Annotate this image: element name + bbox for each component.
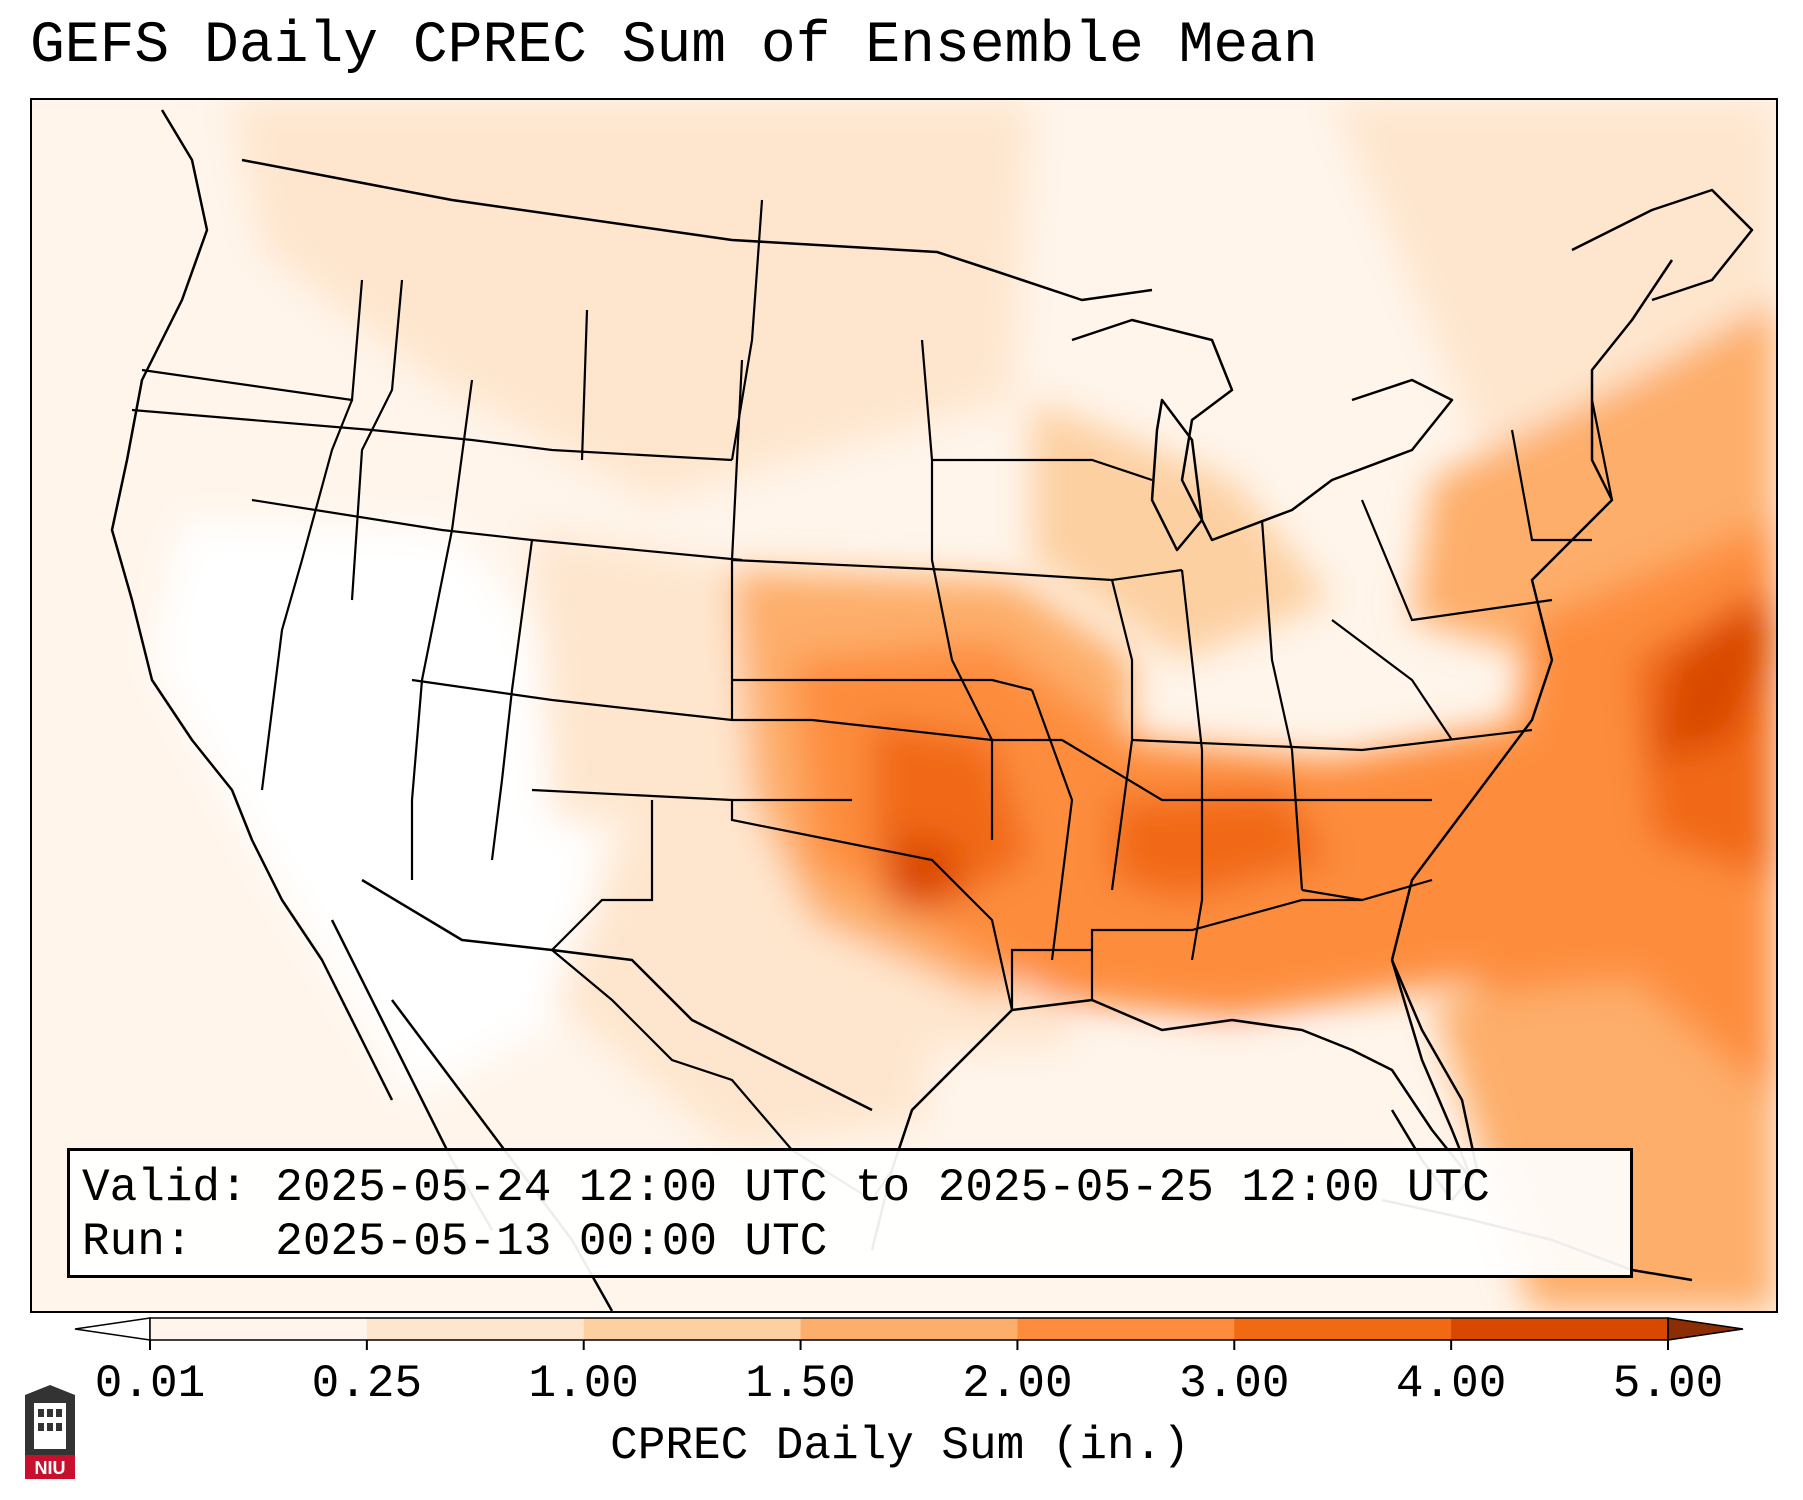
colorbar-tick-label: 3.00 — [1179, 1358, 1290, 1410]
run-value: 2025-05-13 00:00 UTC — [275, 1216, 828, 1268]
colorbar-extend-over — [1667, 1317, 1744, 1341]
map-title: GEFS Daily CPREC Sum of Ensemble Mean — [30, 14, 1318, 79]
valid-value: 2025-05-24 12:00 UTC to 2025-05-25 12:00… — [275, 1162, 1490, 1214]
colorbar-tick-label: 4.00 — [1395, 1358, 1507, 1410]
colorbar-segment — [1451, 1318, 1669, 1340]
colorbar-outline — [149, 1317, 1669, 1341]
logo-bar — [25, 1455, 75, 1479]
colorbar-segment — [366, 1318, 585, 1340]
precipitation-map[interactable] — [30, 98, 1778, 1313]
colorbar-tick-label: 1.50 — [745, 1358, 856, 1410]
colorbar-tick-label: 1.00 — [528, 1358, 639, 1410]
map-canvas — [32, 100, 1776, 1311]
state-lines — [131, 199, 1614, 1010]
colorbar-label: CPREC Daily Sum (in.) — [610, 1420, 1190, 1472]
colorbar-segment — [150, 1318, 368, 1340]
colorbar-tick-label: 0.01 — [94, 1358, 206, 1410]
west-coast — [110, 109, 394, 1101]
labrador — [1571, 188, 1754, 302]
colorbar-segment — [1017, 1318, 1235, 1340]
great-lakes — [1071, 318, 1454, 542]
colorbar-tick-label: 5.00 — [1612, 1358, 1724, 1410]
colorbar — [74, 1317, 1744, 1350]
logo-text: NIU — [35, 1458, 66, 1478]
run-label: Run: — [82, 1216, 193, 1268]
valid-label: Valid: — [82, 1162, 248, 1214]
colorbar-segment — [800, 1318, 1018, 1340]
colorbar-segment — [1234, 1318, 1452, 1340]
colorbar-extend-under — [74, 1317, 151, 1341]
colorbar-tick-label: 0.25 — [311, 1358, 423, 1410]
niu-logo: NIU — [25, 1385, 75, 1479]
colorbar-segment — [583, 1318, 802, 1340]
valid-run-info-box: Valid: 2025-05-24 12:00 UTC to 2025-05-2… — [67, 1148, 1633, 1278]
lake-michigan — [1150, 398, 1204, 552]
colorbar-tick-label: 2.00 — [962, 1358, 1073, 1410]
us-mexico-border — [361, 878, 873, 1112]
us-canada-border — [241, 158, 1153, 302]
